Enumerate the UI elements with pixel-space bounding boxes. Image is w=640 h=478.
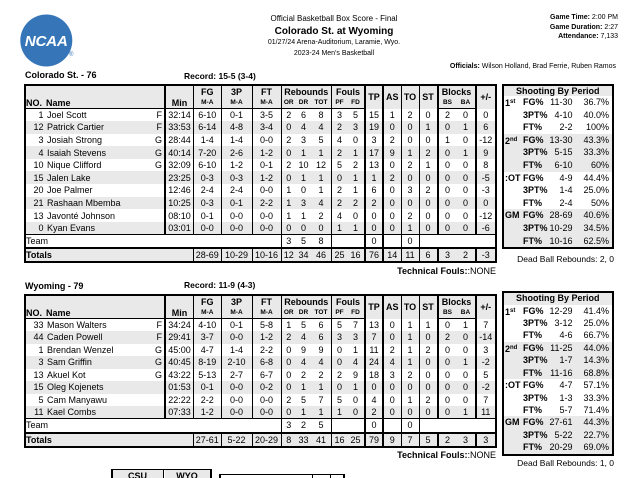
- svg-text:®: ®: [69, 51, 74, 58]
- svg-text:NCAA: NCAA: [25, 33, 68, 50]
